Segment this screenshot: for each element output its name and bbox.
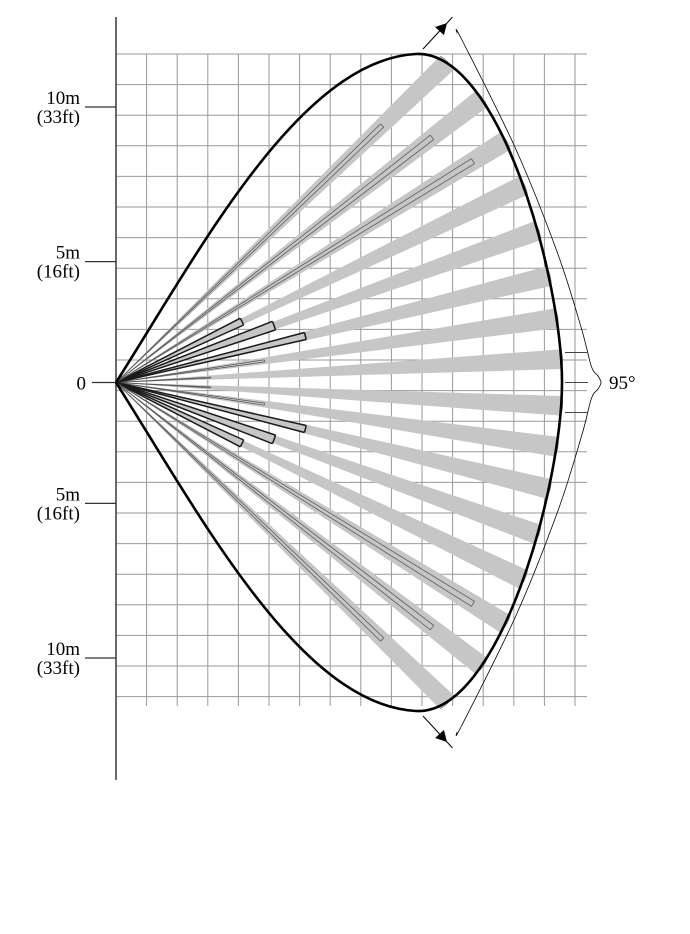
svg-text:5m: 5m [56, 243, 81, 264]
svg-text:(33ft): (33ft) [37, 658, 80, 679]
svg-text:(16ft): (16ft) [37, 262, 80, 283]
svg-text:(16ft): (16ft) [37, 503, 80, 524]
svg-text:10m: 10m [46, 88, 80, 109]
svg-text:5m: 5m [56, 484, 81, 505]
svg-text:95°: 95° [609, 373, 636, 394]
svg-text:(33ft): (33ft) [37, 107, 80, 128]
svg-text:10m: 10m [46, 639, 80, 660]
svg-text:0: 0 [77, 374, 87, 395]
